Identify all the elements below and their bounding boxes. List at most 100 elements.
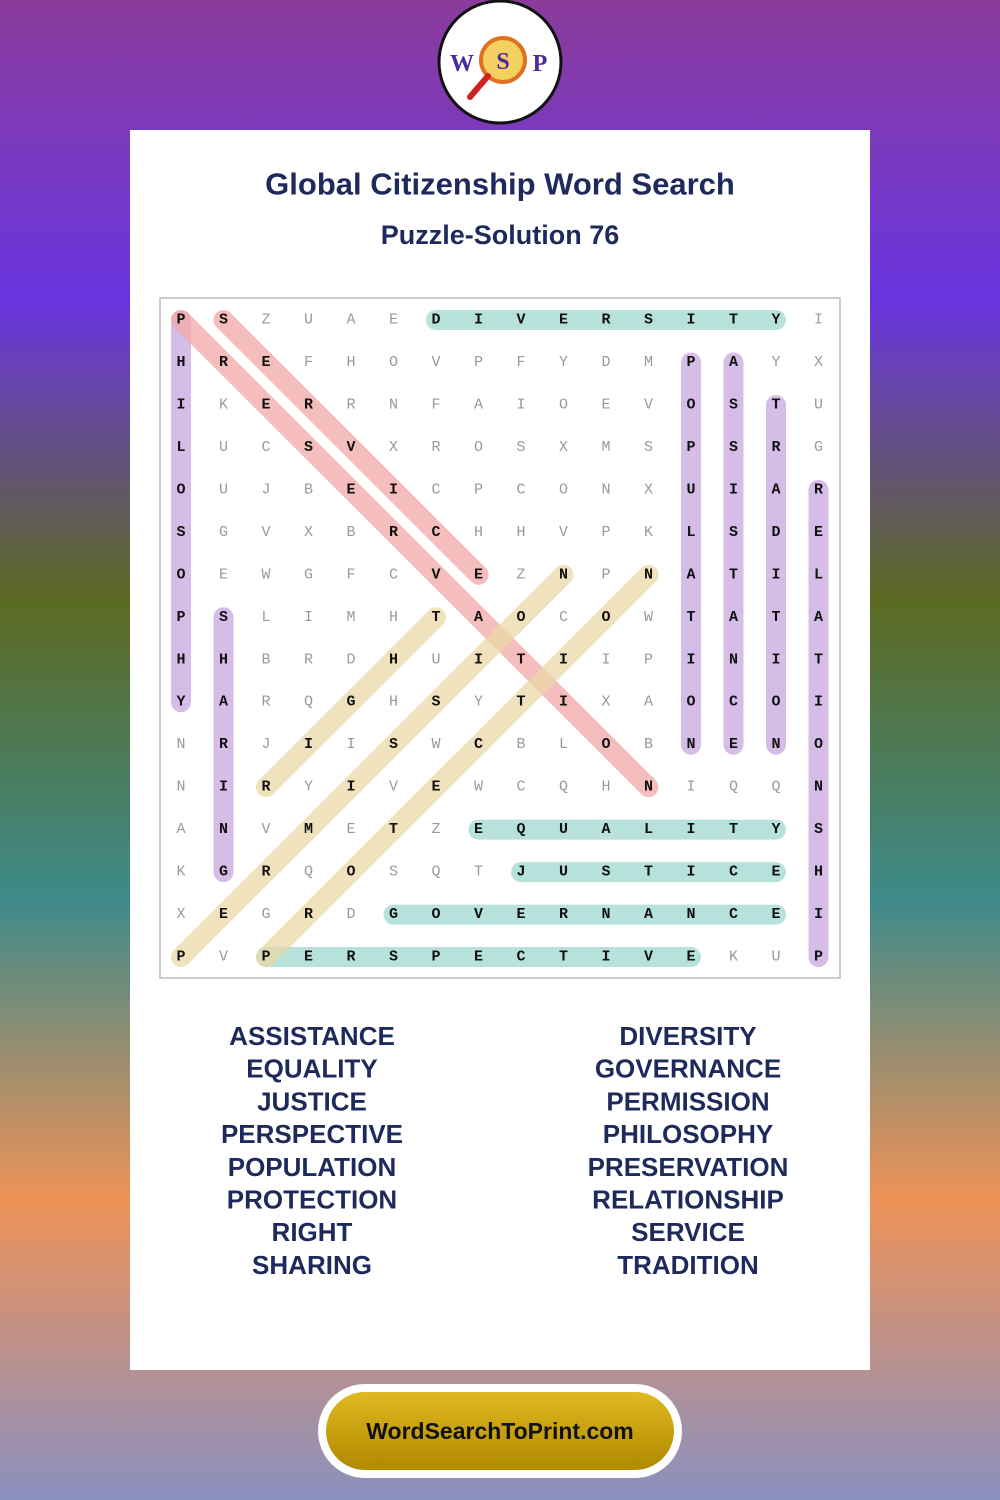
grid-letter: Q xyxy=(431,864,440,881)
grid-letter: T xyxy=(431,609,440,626)
grid-letter: N xyxy=(389,396,398,413)
grid-letter: I xyxy=(771,566,780,583)
grid-letter: P xyxy=(686,354,695,371)
grid-letter: V xyxy=(516,312,525,329)
grid-letter: T xyxy=(559,949,568,966)
grid-letter: R xyxy=(346,396,355,413)
grid-letter: R xyxy=(559,906,568,923)
grid-letter: N xyxy=(771,736,780,753)
grid-letter: H xyxy=(389,609,398,626)
grid-letter: E xyxy=(261,396,270,413)
grid-letter: R xyxy=(261,694,270,711)
grid-letter: U xyxy=(814,396,823,413)
grid-letter: I xyxy=(346,779,355,796)
grid-frame xyxy=(159,297,841,979)
grid-letter: A xyxy=(729,354,738,371)
grid-letter: T xyxy=(516,651,525,668)
grid-letter: V xyxy=(219,949,228,966)
grid-letter: I xyxy=(474,651,483,668)
grid-letter: X xyxy=(559,439,568,456)
grid-letter: X xyxy=(304,524,313,541)
grid-letter: P xyxy=(474,481,483,498)
grid-letter: Z xyxy=(261,312,270,329)
grid-letter: U xyxy=(686,481,695,498)
word-list-item: TRADITION xyxy=(617,1250,759,1280)
grid-letter: U xyxy=(559,864,568,881)
grid-letter: S xyxy=(176,524,185,541)
grid-letter: R xyxy=(431,439,440,456)
grid-letter: U xyxy=(431,651,440,668)
grid-letter: U xyxy=(559,821,568,838)
grid-letter: I xyxy=(559,651,568,668)
grid-letter: Q xyxy=(559,779,568,796)
logo-handle xyxy=(467,73,491,100)
grid-letter: K xyxy=(644,524,653,541)
grid-letter: Y xyxy=(304,779,313,796)
grid-letter: P xyxy=(601,566,610,583)
grid-letter: E xyxy=(474,949,483,966)
grid-letter: R xyxy=(601,312,610,329)
grid-letter: O xyxy=(814,736,823,753)
grid-letter: I xyxy=(686,651,695,668)
grid-letter: T xyxy=(814,651,823,668)
grid-letter: R xyxy=(304,651,313,668)
grid-letter: I xyxy=(176,396,185,413)
grid-letter: S xyxy=(644,312,653,329)
grid-letter: I xyxy=(686,779,695,796)
grid-letter: A xyxy=(474,609,483,626)
grid-letter: L xyxy=(176,439,185,456)
grid-letter: S xyxy=(814,821,823,838)
grid-letter: O xyxy=(176,481,185,498)
grid-letter: F xyxy=(431,396,440,413)
grid-letter: S xyxy=(729,396,738,413)
grid-letter: W xyxy=(474,779,483,796)
grid-letter: H xyxy=(601,779,610,796)
footer-pill xyxy=(326,1392,674,1470)
grid-letter: I xyxy=(601,651,610,668)
grid-letter: C xyxy=(729,864,738,881)
grid-letter: E xyxy=(389,312,398,329)
grid-letter: P xyxy=(601,524,610,541)
grid-letter: E xyxy=(219,906,228,923)
grid-letter: E xyxy=(219,566,228,583)
grid-letter: L xyxy=(644,821,653,838)
grid-letter: R xyxy=(219,736,228,753)
grid-letter: K xyxy=(176,864,185,881)
grid-letter: N xyxy=(601,906,610,923)
grid-letter: W xyxy=(431,736,440,753)
grid-letter: J xyxy=(261,736,270,753)
grid-letter: B xyxy=(644,736,653,753)
grid-letter: Z xyxy=(431,821,440,838)
grid-letter: D xyxy=(346,906,355,923)
word-list-item: RELATIONSHIP xyxy=(592,1185,784,1215)
grid-letter: L xyxy=(686,524,695,541)
grid-letter: P xyxy=(474,354,483,371)
grid-letter: X xyxy=(601,694,610,711)
grid-letter: S xyxy=(729,439,738,456)
grid-letter: D xyxy=(346,651,355,668)
grid-letter: R xyxy=(304,906,313,923)
grid-letter: I xyxy=(474,312,483,329)
grid-letter: R xyxy=(261,864,270,881)
grid-letter: H xyxy=(219,651,228,668)
grid-letter: O xyxy=(176,566,185,583)
grid-letter: X xyxy=(644,481,653,498)
grid-letter: R xyxy=(219,354,228,371)
footer-site: WordSearchToPrint.com xyxy=(366,1418,634,1444)
grid-letter: O xyxy=(431,906,440,923)
grid-letter: E xyxy=(601,396,610,413)
grid-letter: X xyxy=(389,439,398,456)
grid-letter: N xyxy=(729,651,738,668)
grid-letter: F xyxy=(516,354,525,371)
grid-letter: N xyxy=(686,736,695,753)
grid-letter: T xyxy=(771,609,780,626)
grid-letter: E xyxy=(261,354,270,371)
grid-letter: S xyxy=(304,439,313,456)
grid-letter: E xyxy=(304,949,313,966)
word-list-item: PERSPECTIVE xyxy=(221,1119,403,1149)
grid-letter: J xyxy=(261,481,270,498)
grid-letter: I xyxy=(814,694,823,711)
grid-letter: A xyxy=(729,609,738,626)
grid-letter: Y xyxy=(771,821,780,838)
grid-letter: H xyxy=(389,694,398,711)
